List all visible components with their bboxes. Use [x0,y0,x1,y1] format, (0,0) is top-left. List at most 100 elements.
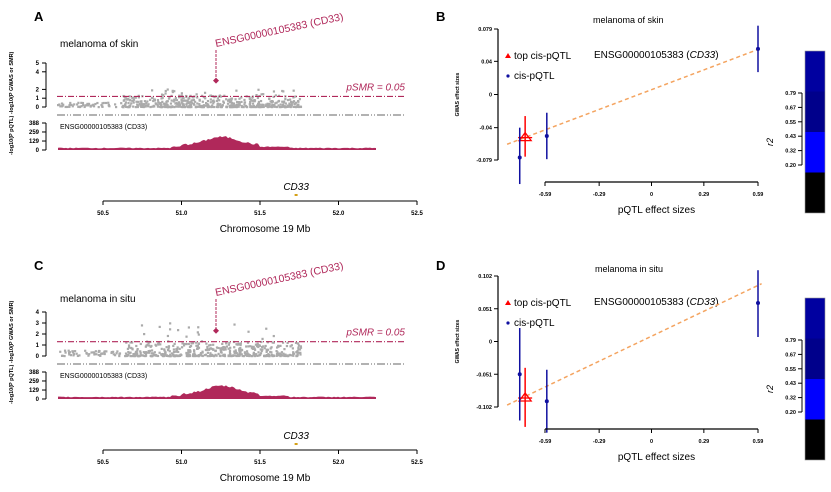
gwas-point [159,101,162,105]
gwas-point [193,354,196,358]
gwas-point [160,347,163,350]
gwas-point [292,351,295,354]
gwas-point [197,105,200,108]
gwas-point [281,100,284,103]
gwas-point [251,99,254,102]
legend-cis-marker [506,321,510,325]
gwas-point [204,97,207,100]
gwas-point [243,103,246,106]
gwas-point [286,98,290,102]
gwas-point [153,99,156,102]
gwas-point [206,345,209,348]
gwas-point [234,105,237,109]
gwas-point [268,354,271,358]
gwas-point [271,100,274,103]
lower-y-tick-label: 129 [29,388,40,394]
gwas-point [167,354,170,358]
gwas-point [261,348,264,351]
y-tick-label: 0.04 [481,59,493,65]
gwas-point [288,102,291,105]
gwas-point [221,104,224,107]
gwas-point [202,96,205,99]
gwas-point [163,353,166,356]
gwas-point [180,92,183,95]
gwas-point [179,353,182,356]
gwas-point [160,353,163,356]
subtitle-id: ENSG00000105383 ( [594,50,690,61]
gwas-point [76,354,79,358]
gwas-point [227,99,230,102]
gwas-point [269,347,272,350]
gwas-point [129,354,132,358]
gwas-point [233,351,236,355]
gwas-point [127,102,130,105]
gwas-point [69,101,72,105]
gwas-point [252,105,255,108]
colorbar-band [805,419,825,460]
gwas-point [274,105,277,108]
gwas-point [167,97,171,100]
gwas-point [225,345,228,348]
gwas-point [251,354,254,358]
y-tick-label: -0.051 [476,372,492,378]
gwas-point [163,349,166,352]
gwas-point [130,102,133,105]
gwas-point [178,94,181,97]
gwas-point [131,99,134,102]
gwas-point [92,351,95,354]
gwas-point [147,344,151,347]
gwas-point [188,96,191,99]
gwas-point [129,104,132,107]
gwas-point [289,345,292,348]
gwas-point [101,105,104,108]
gwas-point [161,354,165,358]
gwas-point [137,354,140,358]
gwas-point [284,102,287,105]
lower-y-tick-label: 0 [36,148,40,154]
gwas-point [252,345,255,348]
x-tick-label: -0.59 [539,192,552,198]
gwas-point [210,104,214,107]
gwas-point [94,350,97,353]
upper-y-tick-label: 2 [36,332,40,338]
gwas-point [259,348,262,351]
gwas-point [255,354,258,357]
x-tick-label: 51.5 [254,211,266,217]
gwas-point [227,354,230,357]
colorbar-tick-label: 0.79 [785,338,796,344]
gwas-point [295,354,298,357]
gwas-point [185,102,189,105]
gwas-point [83,105,86,109]
gwas-point [76,103,79,106]
gwas-point [271,354,274,357]
panel-b: B melanoma of skin ENSG00000105383 (CD33… [436,9,826,216]
gwas-point [256,342,259,345]
gwas-point [281,354,284,357]
gwas-point [295,105,299,109]
colorbar-tick-label: 0.67 [785,105,796,111]
x-axis-label: pQTL effect sizes [618,205,695,216]
gwas-point [230,99,233,102]
gwas-point [151,89,154,92]
gwas-point [71,350,74,353]
upper-y-tick-label: 4 [36,310,40,316]
x-tick-label: 50.5 [97,211,109,217]
gwas-point [230,104,233,107]
upper-y-tick-label: 0 [36,105,40,111]
gwas-point [251,102,255,105]
gwas-point [188,354,192,358]
gwas-point [233,354,237,357]
gwas-point [289,100,293,103]
gwas-point [292,100,296,103]
gwas-point [190,342,193,345]
gwas-point [107,101,110,104]
gwas-point [89,104,92,107]
gwas-point [60,102,64,105]
gwas-point [175,350,178,353]
gwas-point [128,95,131,98]
gwas-point [140,102,143,105]
gwas-point [250,345,254,348]
gwas-point [254,343,258,346]
gwas-point [282,352,285,355]
gwas-point [61,354,64,357]
